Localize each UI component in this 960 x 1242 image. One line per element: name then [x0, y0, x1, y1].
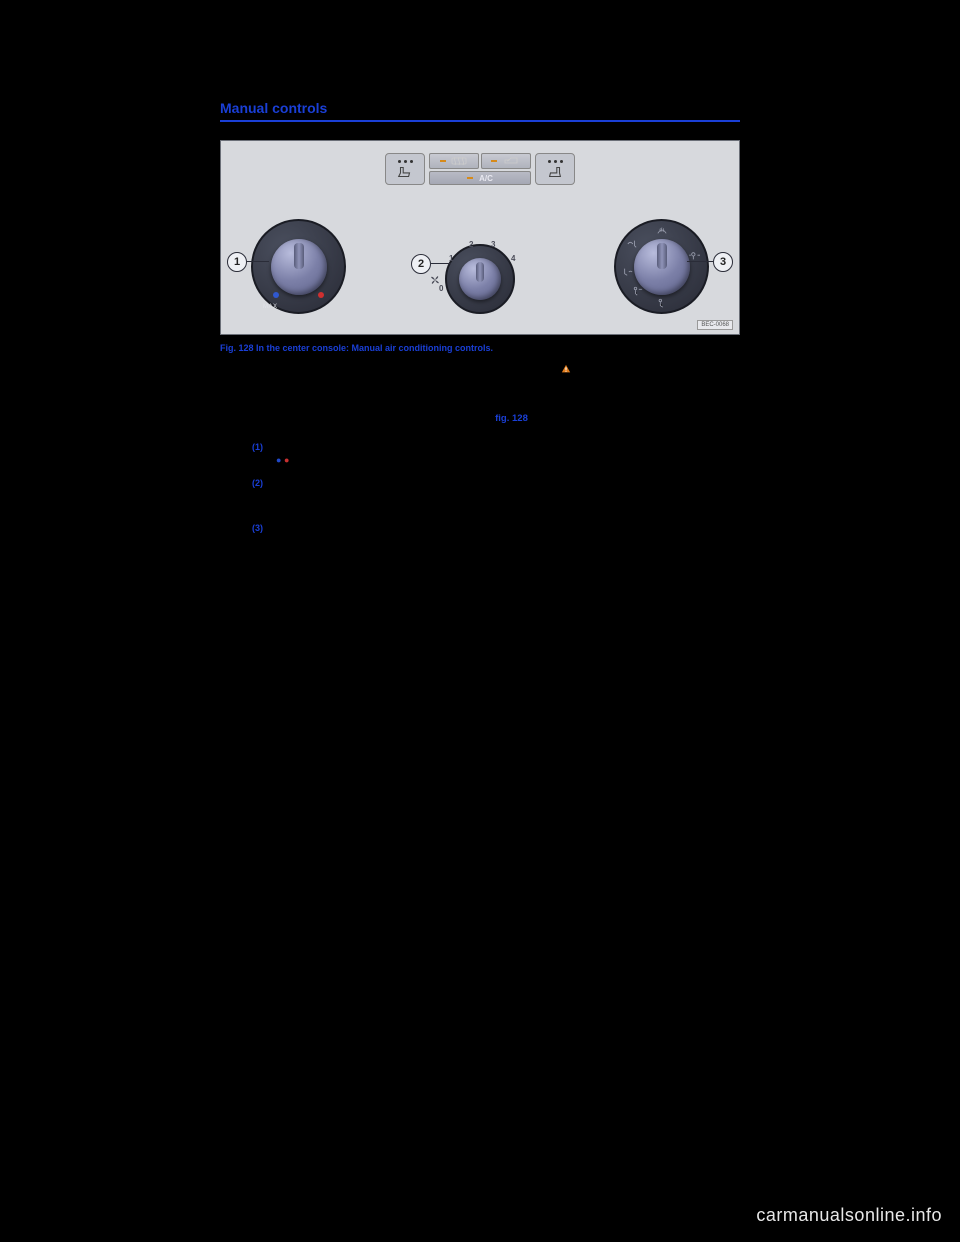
fan-knob: 0 1 2 3 4: [445, 244, 515, 314]
max-label: MAX: [263, 304, 278, 310]
figure-caption: Fig. 128 In the center console: Manual a…: [220, 343, 740, 353]
foot-icon: [656, 298, 668, 308]
table-row: Temp (1) Rotary switch between MAX and a…: [220, 432, 740, 472]
fan-num-2: 2: [469, 240, 473, 249]
hot-indicator: [318, 292, 324, 298]
table-row: Fan (2) Setting 0: Air AC and fan switch…: [220, 472, 740, 495]
rear-defrost-button: [429, 153, 479, 169]
ac-label: A/C: [479, 174, 493, 183]
fan-num-3: 3: [491, 240, 495, 249]
fan-icon: [429, 274, 441, 286]
table-row: extra row: [220, 495, 740, 518]
foot-defrost-icon: [622, 267, 634, 277]
ref-1: (1): [252, 442, 263, 452]
cold-indicator: [273, 292, 279, 298]
temperature-knob: MAX: [251, 219, 346, 314]
button-cluster: A/C: [385, 153, 575, 185]
recirculation-icon: [501, 156, 521, 166]
watermark: carmanualsonline.info: [756, 1205, 942, 1226]
rear-defrost-icon: [450, 156, 468, 166]
red-dot: ●: [284, 455, 289, 465]
callout-line: [247, 261, 269, 262]
warning-icon: [561, 364, 571, 374]
section-title: Manual controls: [220, 100, 740, 116]
defrost-foot-icon: [626, 239, 638, 249]
blue-dot: ●: [276, 455, 281, 465]
seat-icon: [396, 165, 414, 179]
callout-3: 3: [713, 252, 733, 272]
fan-num-4: 4: [511, 254, 515, 263]
recirculation-button: [481, 153, 531, 169]
climate-control-diagram: A/C MAX 0: [220, 140, 740, 335]
seat-heat-right-button: [535, 153, 575, 185]
temperature-knob-group: MAX: [251, 219, 346, 314]
ref-3: (3): [252, 523, 263, 533]
face-icon: [689, 251, 701, 261]
heading-rule: [220, 120, 740, 122]
ref-2: (2): [252, 478, 263, 488]
body-text: Please first read and note the introduct…: [220, 363, 740, 539]
callout-line: [687, 261, 713, 262]
seat-heat-left-button: [385, 153, 425, 185]
seat-icon: [546, 165, 564, 179]
callout-2: 2: [411, 254, 431, 274]
middle-buttons: A/C: [429, 153, 531, 185]
ac-button: A/C: [429, 171, 531, 185]
air-distribution-knob-group: [614, 219, 709, 314]
fan-knob-group: 0 1 2 3 4: [445, 244, 515, 314]
controls-table: Temp (1) Rotary switch between MAX and a…: [220, 432, 740, 540]
air-distribution-knob: [614, 219, 709, 314]
fig-link: fig. 128: [495, 413, 528, 424]
image-reference: BEC-0068: [697, 320, 733, 330]
fan-num-1: 1: [449, 254, 453, 263]
callout-line: [431, 263, 451, 264]
defrost-icon: [656, 225, 668, 235]
callout-1: 1: [227, 252, 247, 272]
table-row: Air (3) Turn the air distribution switch…: [220, 517, 740, 539]
page-content: Manual controls: [220, 100, 740, 539]
